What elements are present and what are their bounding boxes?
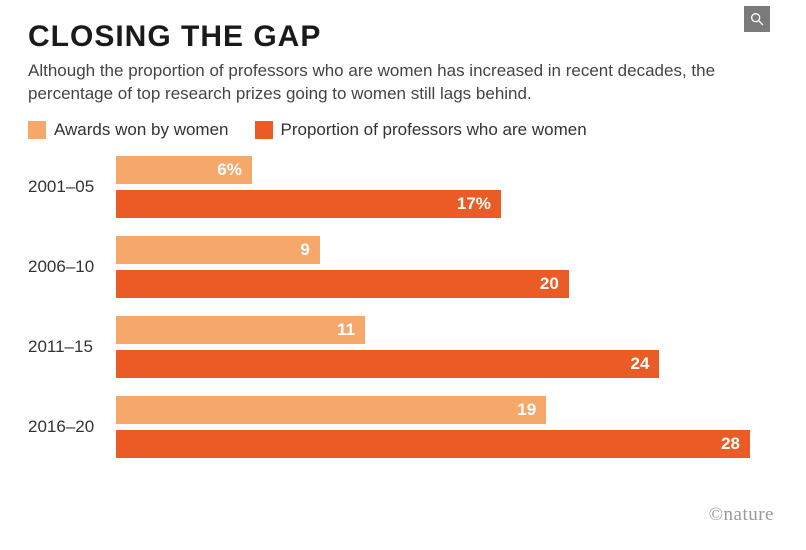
bar-professors: 20 [116, 270, 569, 298]
bar-awards: 19 [116, 396, 546, 424]
bar-awards: 9 [116, 236, 320, 264]
chart-subtitle: Although the proportion of professors wh… [28, 60, 728, 106]
bar-professors: 28 [116, 430, 750, 458]
bar-awards: 11 [116, 316, 365, 344]
period-label: 2011–15 [28, 337, 116, 357]
bar-professors: 17% [116, 190, 501, 218]
bar-group: 2001–056% 17% [28, 156, 750, 218]
bar-awards: 6% [116, 156, 252, 184]
legend-label-professors: Proportion of professors who are women [281, 120, 587, 140]
bar-group: 2016–2019 28 [28, 396, 750, 458]
zoom-button[interactable] [744, 6, 770, 32]
bar-group: 2011–1511 24 [28, 316, 750, 378]
credit: ©nature [709, 504, 774, 526]
legend: Awards won by women Proportion of profes… [28, 120, 778, 140]
bar-groups: 2001–056% 17% 2006–109 20 2011–1511 24 2016–20… [28, 156, 750, 458]
legend-label-awards: Awards won by women [54, 120, 229, 140]
period-label: 2001–05 [28, 177, 116, 197]
chart-title: CLOSING THE GAP [28, 20, 778, 54]
bar-professors: 24 [116, 350, 659, 378]
chart-container: CLOSING THE GAP Although the proportion … [0, 0, 806, 486]
period-label: 2006–10 [28, 257, 116, 277]
legend-swatch-awards [28, 121, 46, 139]
bar-group: 2006–109 20 [28, 236, 750, 298]
legend-item-awards: Awards won by women [28, 120, 229, 140]
period-label: 2016–20 [28, 417, 116, 437]
legend-swatch-professors [255, 121, 273, 139]
legend-item-professors: Proportion of professors who are women [255, 120, 587, 140]
magnify-icon [749, 11, 765, 27]
